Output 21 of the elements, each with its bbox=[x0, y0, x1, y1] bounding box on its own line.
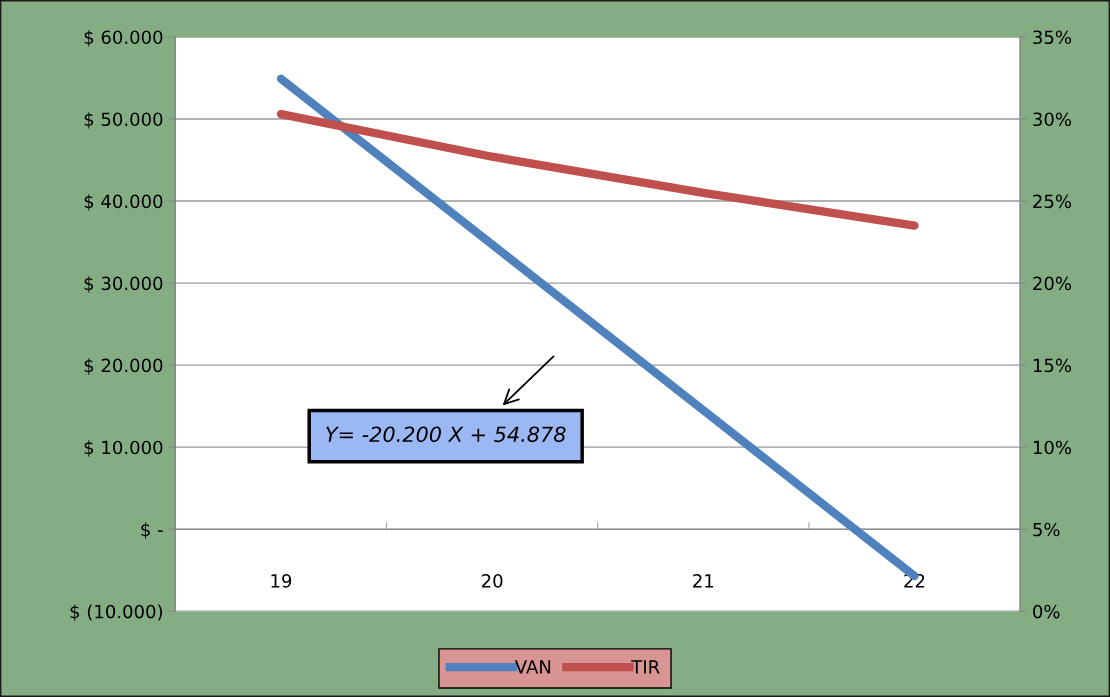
y2-tick-label: 30% bbox=[1033, 112, 1072, 127]
y2-tick-label: 25% bbox=[1033, 194, 1072, 209]
y2-tick-label: 0% bbox=[1033, 604, 1060, 619]
x-tick-label: 20 bbox=[481, 573, 503, 588]
y-tick-label: $ 10.000 bbox=[84, 440, 163, 457]
y-tick-label: $ (10.000) bbox=[70, 604, 163, 621]
y-tick-label: $ 60.000 bbox=[84, 30, 163, 47]
y-tick-label: $ 40.000 bbox=[84, 194, 163, 211]
y2-tick-label: 5% bbox=[1033, 522, 1060, 537]
y2-tick-label: 35% bbox=[1033, 30, 1072, 45]
x-tick-label: 19 bbox=[271, 573, 292, 588]
y2-tick-label: 15% bbox=[1033, 358, 1072, 373]
y-tick-label: $ - bbox=[141, 522, 163, 539]
legend-label: TIR bbox=[631, 660, 660, 674]
annotation: Y= -20.200 X + 54.878 bbox=[326, 426, 566, 443]
y2-tick-label: 10% bbox=[1033, 440, 1072, 455]
y-tick-label: $ 30.000 bbox=[84, 276, 163, 293]
y-tick-label: $ 50.000 bbox=[84, 112, 163, 129]
x-tick-label: 21 bbox=[693, 573, 714, 588]
y2-tick-label: 20% bbox=[1033, 276, 1072, 291]
y-tick-label: $ 20.000 bbox=[84, 358, 163, 375]
